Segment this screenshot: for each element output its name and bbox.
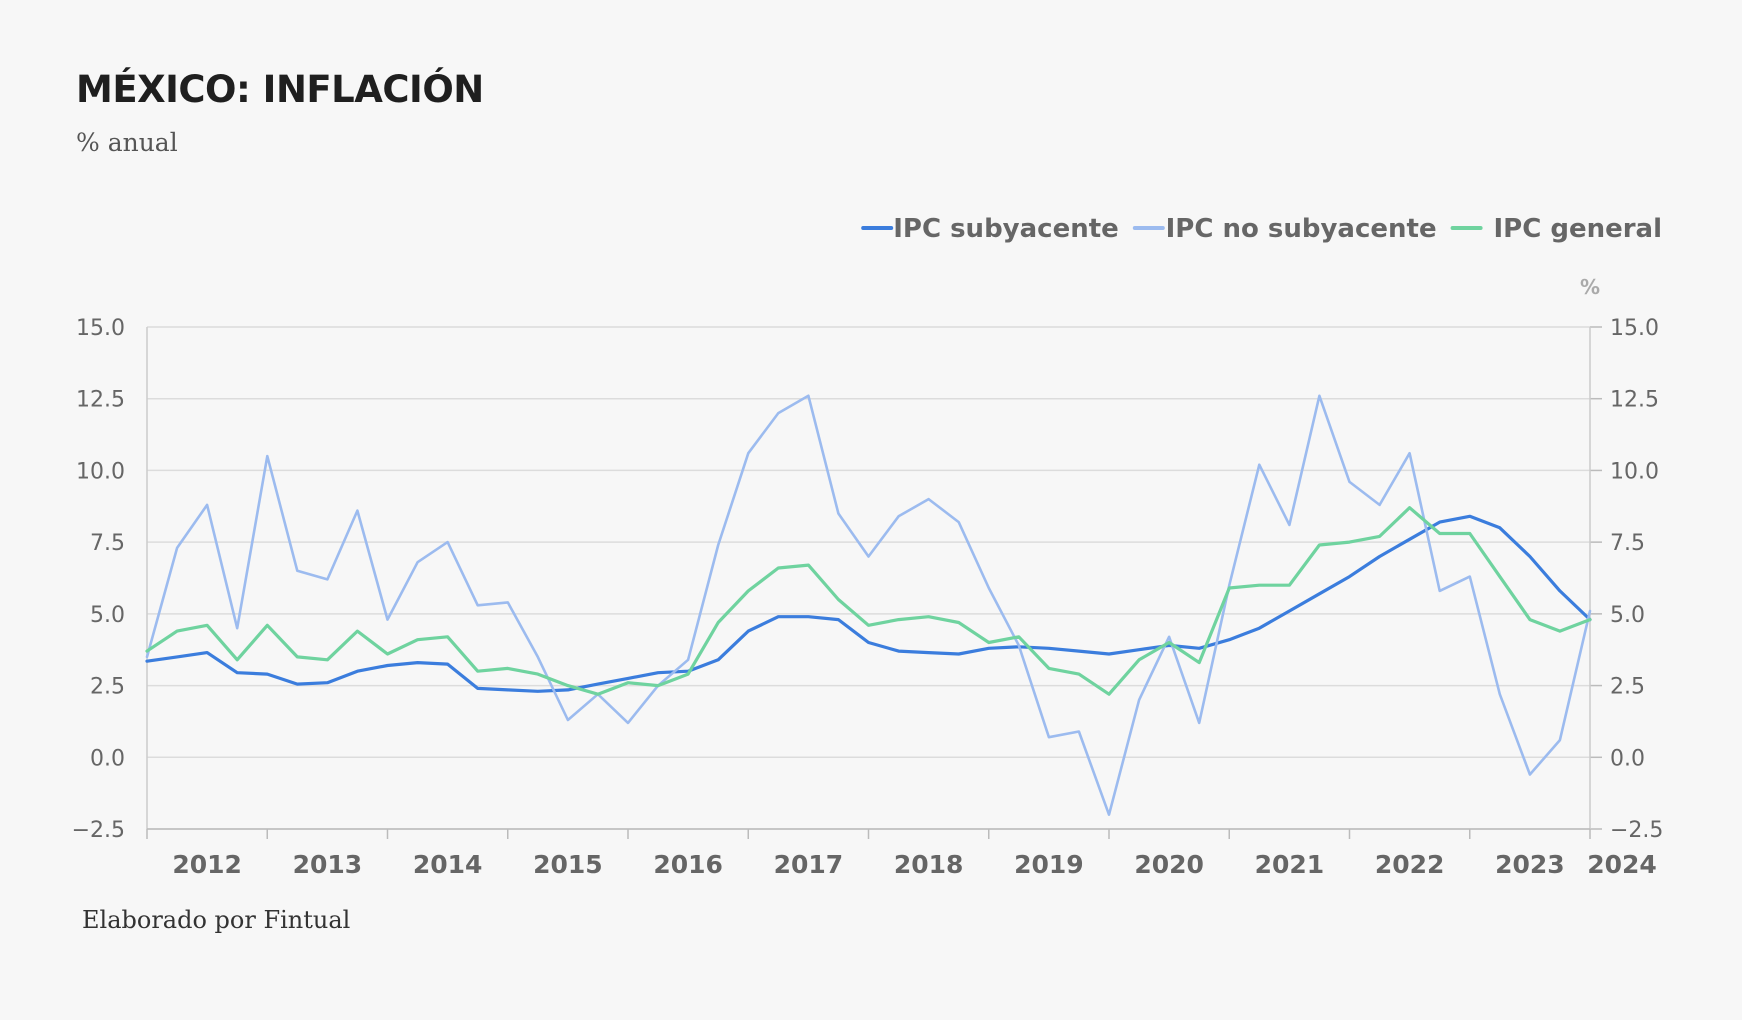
y-tick-label-right: 7.5 bbox=[1610, 531, 1645, 556]
y-tick-label-right: 12.5 bbox=[1610, 388, 1659, 413]
axes: −2.5 −2.5 0.0 0.0 2.5 2.5 5.0 5.0 7.5 7.5 10.0 10.0… bbox=[72, 275, 1664, 879]
y-tick-label-left: 10.0 bbox=[76, 459, 125, 484]
x-tick-label: 2017 bbox=[774, 850, 844, 879]
grid-lines bbox=[147, 326, 1590, 830]
y-tick-label-left: −2.5 bbox=[72, 818, 125, 843]
legend-label: IPC general bbox=[1493, 214, 1662, 244]
y-tick-label-right: 0.0 bbox=[1610, 746, 1645, 771]
y-tick-label-right: 15.0 bbox=[1610, 316, 1659, 341]
y-tick-label-right: 2.5 bbox=[1610, 675, 1645, 700]
y-tick-label-left: 12.5 bbox=[76, 388, 125, 413]
x-tick-label: 2022 bbox=[1375, 850, 1445, 879]
y-tick-label-right: 10.0 bbox=[1610, 459, 1659, 484]
x-tick-label: 2019 bbox=[1014, 850, 1084, 879]
x-tick-label: 2021 bbox=[1255, 850, 1325, 879]
x-tick-label: 2014 bbox=[413, 850, 483, 879]
x-tick-label: 2013 bbox=[293, 850, 363, 879]
y-tick-label-left: 7.5 bbox=[90, 531, 125, 556]
y-tick-label-left: 15.0 bbox=[76, 316, 125, 341]
chart-title: MÉXICO: INFLACIÓN bbox=[76, 68, 484, 111]
x-tick-label: 2015 bbox=[533, 850, 603, 879]
chart-subtitle: % anual bbox=[76, 128, 178, 157]
x-tick-label: 2023 bbox=[1495, 850, 1565, 879]
legend-label: IPC subyacente bbox=[893, 214, 1119, 244]
legend-label: IPC no subyacente bbox=[1166, 214, 1437, 244]
y-tick-label-left: 5.0 bbox=[90, 603, 125, 628]
y-tick-label-left: 2.5 bbox=[90, 675, 125, 700]
series-line-ipc-subyacente bbox=[145, 514, 1592, 693]
x-tick-label: 2018 bbox=[894, 850, 964, 879]
series-lines bbox=[145, 394, 1592, 816]
x-tick-label: 2012 bbox=[172, 850, 242, 879]
right-axis-unit: % bbox=[1580, 275, 1600, 299]
x-tick-label: 2020 bbox=[1134, 850, 1204, 879]
y-tick-label-right: 5.0 bbox=[1610, 603, 1645, 628]
y-tick-label-right: −2.5 bbox=[1610, 818, 1663, 843]
source-footer: Elaborado por Fintual bbox=[82, 906, 351, 934]
y-tick-label-left: 0.0 bbox=[90, 746, 125, 771]
x-tick-label: 2016 bbox=[653, 850, 723, 879]
series-line-ipc-no-subyacente bbox=[145, 394, 1592, 816]
series-line-ipc-general bbox=[145, 506, 1592, 696]
legend: IPC general IPC no subyacente IPC subyacen… bbox=[861, 214, 1662, 244]
x-tick-label: 2024 bbox=[1587, 850, 1657, 879]
